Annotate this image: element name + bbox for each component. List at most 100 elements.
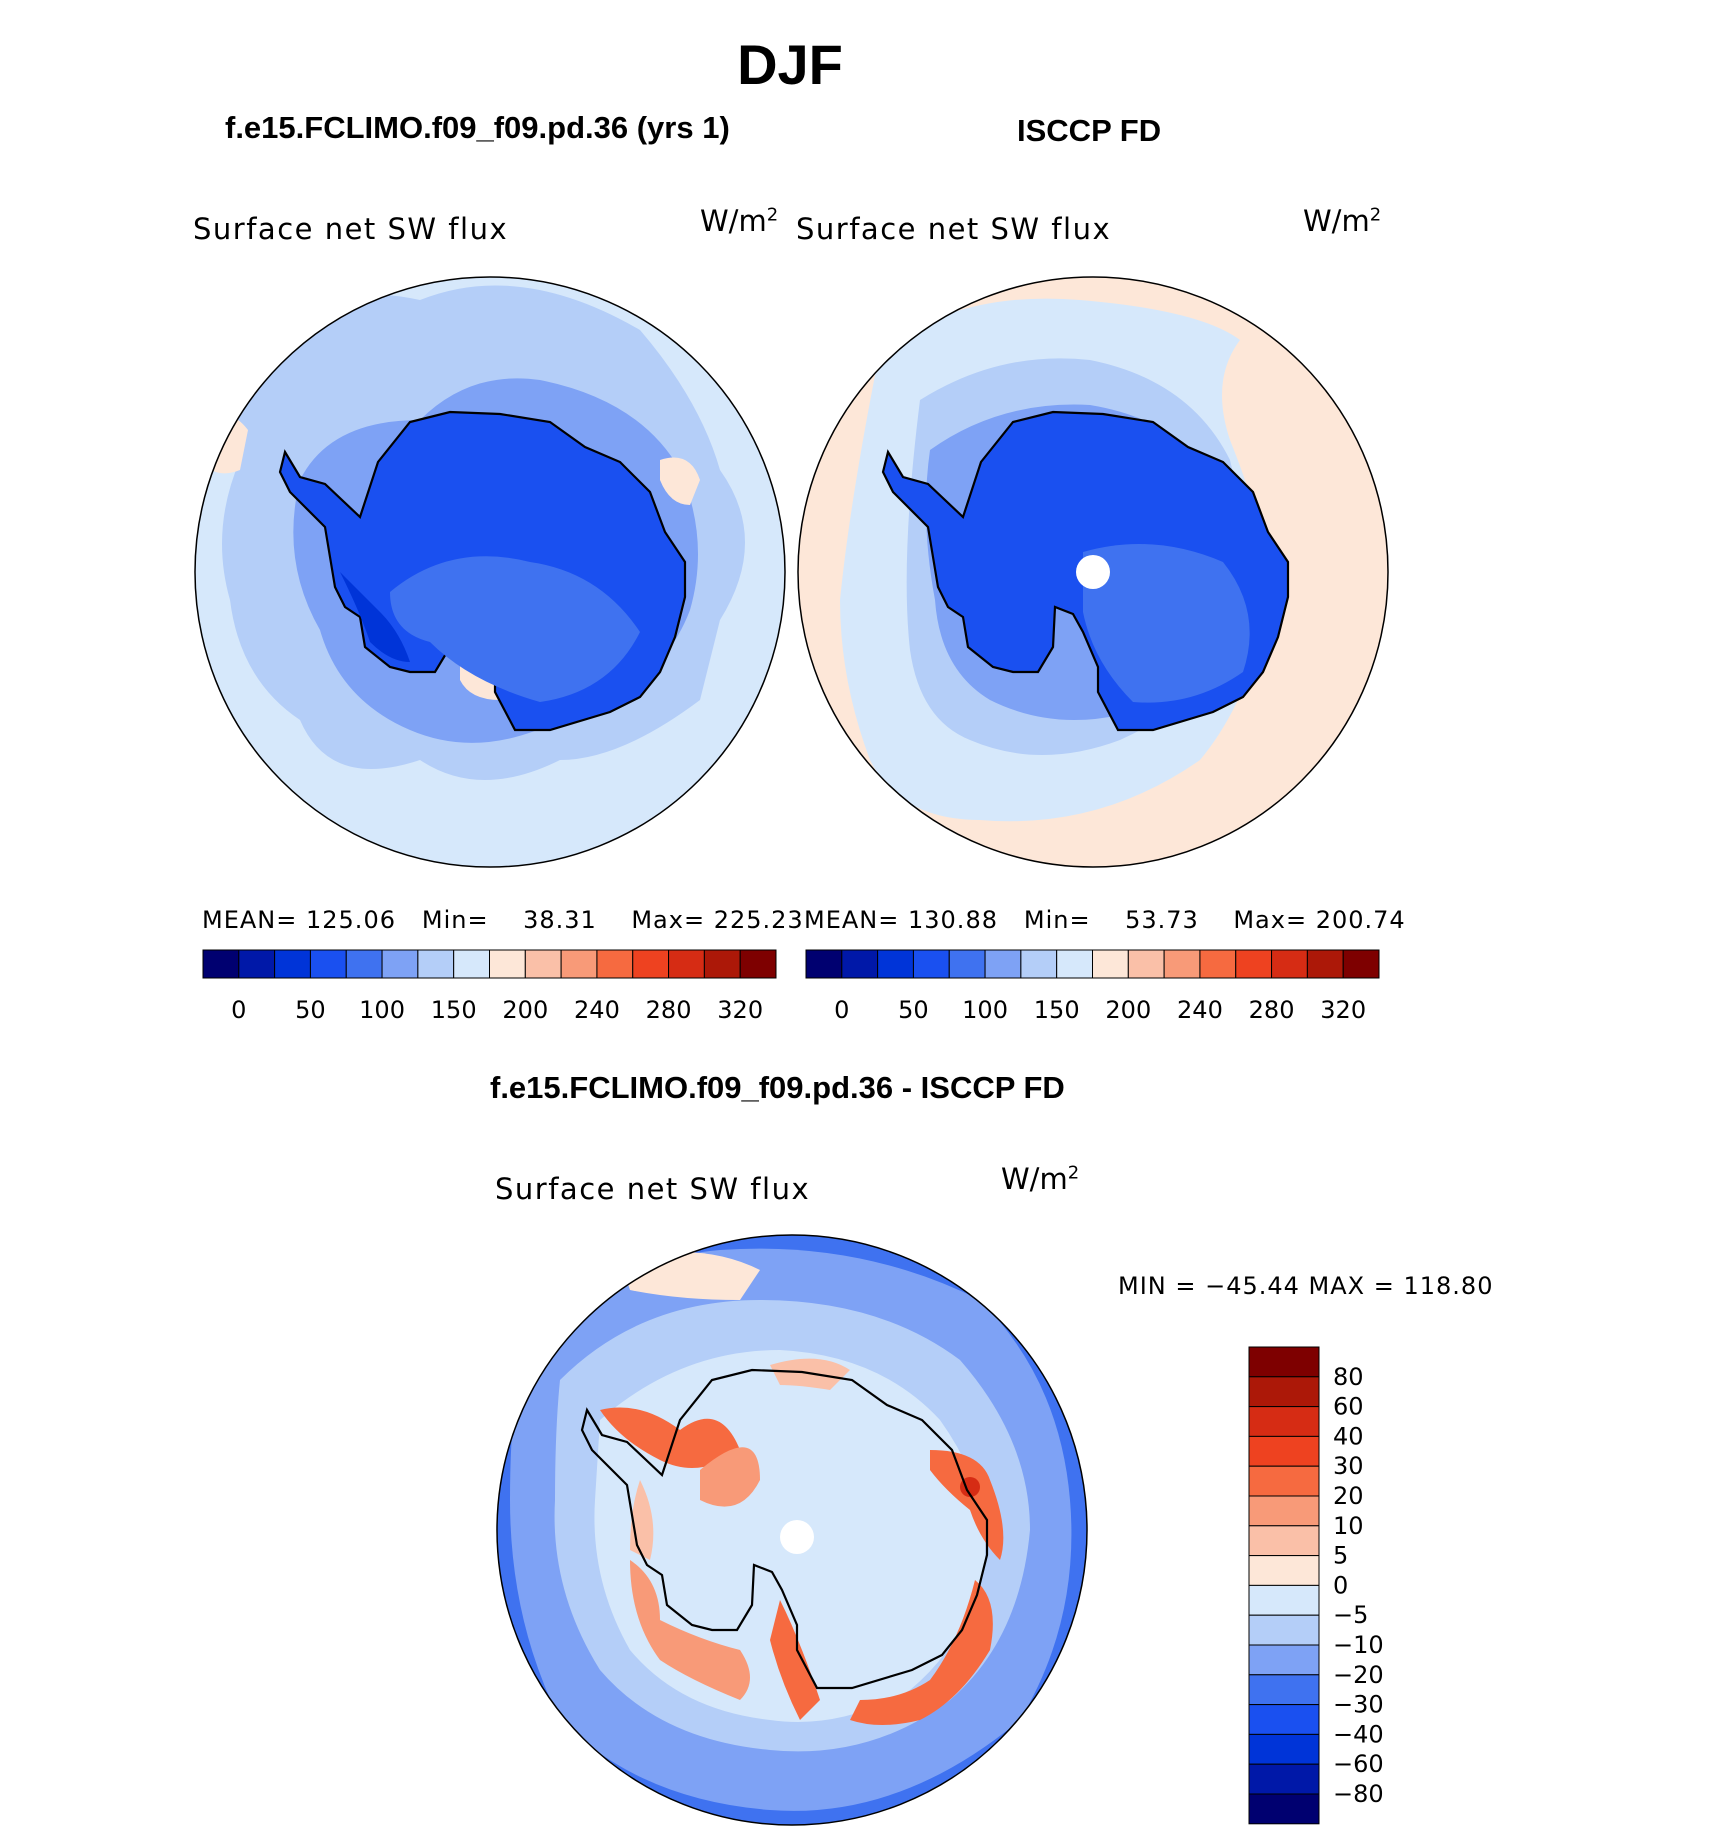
colorbar-swatch — [381, 949, 419, 979]
colorbar-tick-label: 60 — [1333, 1393, 1364, 1421]
colorbar-swatch — [1092, 949, 1129, 979]
colorbar-swatch — [668, 949, 705, 979]
colorbar-swatch — [1248, 1733, 1320, 1765]
colorbar-swatch — [1248, 1793, 1320, 1825]
colorbar-tick-label: 40 — [1333, 1422, 1364, 1450]
panel1-map — [194, 276, 786, 868]
panel3-stats: MIN = −45.44 MAX = 118.80 — [1118, 1272, 1494, 1300]
panel1-antarctica — [278, 410, 687, 732]
panel3-map — [496, 1234, 1088, 1826]
colorbar-tick-label: 10 — [1333, 1512, 1364, 1540]
colorbar-swatch — [1235, 949, 1273, 979]
panel3-positive-anomaly — [600, 1407, 740, 1468]
colorbar-swatch — [632, 949, 670, 979]
min-value: 38.31 — [523, 906, 597, 934]
colorbar-swatch — [1248, 1555, 1320, 1586]
colorbar-swatch — [489, 949, 526, 979]
colorbar-swatch — [1248, 1525, 1320, 1557]
colorbar-tick-label: 240 — [1177, 996, 1223, 1024]
colorbar-tick-label: 20 — [1333, 1482, 1364, 1510]
colorbar-swatch — [202, 949, 240, 979]
colorbar-swatch — [1248, 1763, 1320, 1795]
panel3-positive-anomaly — [930, 1450, 1004, 1560]
colorbar-swatch — [524, 949, 562, 979]
colorbar-swatch — [1248, 1435, 1320, 1467]
max-label: Max= — [1233, 906, 1308, 934]
max-label: Max= — [631, 906, 706, 934]
panel1-variable-label: Surface net SW flux — [193, 212, 509, 246]
colorbar-swatch — [739, 949, 777, 979]
min-label: Min= — [421, 906, 489, 934]
colorbar-swatch — [1248, 1614, 1320, 1646]
colorbar-swatch — [1271, 949, 1308, 979]
panel2-map — [797, 276, 1389, 868]
panel1-units: W/m2 — [700, 204, 779, 238]
mean-value: 125.06 — [306, 906, 396, 934]
colorbar-tick-label: −10 — [1333, 1631, 1384, 1659]
panel3-map-border — [496, 1234, 1088, 1826]
colorbar-tick-label: −20 — [1333, 1661, 1384, 1689]
colorbar-swatch — [1163, 949, 1201, 979]
colorbar-swatch — [805, 949, 843, 979]
colorbar-tick-label: 50 — [898, 996, 929, 1024]
panel3-positive-anomaly — [700, 1447, 760, 1507]
colorbar-tick-label: −40 — [1333, 1720, 1384, 1748]
colorbar-tick-label: 280 — [1249, 996, 1295, 1024]
panel2-variable-label: Surface net SW flux — [796, 212, 1112, 246]
mean-label: MEAN= — [202, 906, 298, 934]
colorbar-swatch — [1248, 1704, 1320, 1735]
panel1-title: f.e15.FCLIMO.f09_f09.pd.36 (yrs 1) — [225, 110, 730, 145]
colorbar-swatch — [841, 949, 879, 979]
colorbar-swatch — [984, 949, 1022, 979]
colorbar-tick-label: 100 — [359, 996, 405, 1024]
colorbar-swatch — [1127, 949, 1165, 979]
colorbar-swatch — [453, 949, 490, 979]
colorbar-tick-label: 0 — [1333, 1571, 1348, 1599]
panel2-pole-hole — [1076, 555, 1110, 589]
colorbar-tick-label: 0 — [231, 996, 246, 1024]
min-value: 53.73 — [1125, 906, 1199, 934]
panel1-map-border — [194, 276, 786, 868]
colorbar-tick-label: 200 — [1105, 996, 1151, 1024]
colorbar-tick-label: 50 — [295, 996, 326, 1024]
colorbar-swatch — [1248, 1495, 1320, 1527]
colorbar-swatch — [1342, 949, 1380, 979]
colorbar-tick-label: 150 — [431, 996, 477, 1024]
colorbar-tick-label: 320 — [717, 996, 763, 1024]
panel3-units: W/m2 — [1001, 1162, 1080, 1196]
colorbar-tick-label: 150 — [1034, 996, 1080, 1024]
panel3-positive-anomaly — [630, 1560, 750, 1700]
colorbar-swatch — [309, 949, 347, 979]
mean-value: 130.88 — [908, 906, 998, 934]
colorbar-swatch — [1248, 1406, 1320, 1437]
colorbar-tick-label: 30 — [1333, 1452, 1364, 1480]
colorbar-swatch — [417, 949, 455, 979]
colorbar-panel2: 0 50 100 150 200 240 280 320 — [805, 949, 1380, 1024]
colorbar-swatch — [1248, 1465, 1320, 1497]
panel2-antarctica — [881, 410, 1290, 732]
max-value: 200.74 — [1315, 906, 1406, 934]
colorbar-swatch — [1199, 949, 1237, 979]
colorbar-swatch — [1248, 1346, 1320, 1378]
colorbar-swatch — [1056, 949, 1093, 979]
panel3-variable-label: Surface net SW flux — [495, 1172, 811, 1206]
colorbar-tick-label: −30 — [1333, 1691, 1384, 1719]
figure-title: DJF — [737, 33, 843, 96]
colorbar-tick-label: 100 — [962, 996, 1008, 1024]
panel2-map-border — [797, 276, 1389, 868]
colorbar-tick-label: 80 — [1333, 1363, 1364, 1391]
colorbar-tick-label: 200 — [502, 996, 548, 1024]
colorbar-swatch — [877, 949, 914, 979]
panel2-title: ISCCP FD — [1017, 113, 1162, 148]
colorbar-swatch — [1248, 1674, 1320, 1706]
colorbar-tick-label: −60 — [1333, 1750, 1384, 1778]
colorbar-swatch — [1248, 1376, 1320, 1408]
panel3-positive-anomaly — [770, 1600, 820, 1720]
panel3-pole-hole — [780, 1520, 814, 1554]
panel2-units: W/m2 — [1303, 204, 1382, 238]
colorbar-swatch — [345, 949, 383, 979]
colorbar-swatch — [1306, 949, 1344, 979]
colorbar-tick-label: 280 — [646, 996, 692, 1024]
min-label: Min= — [1023, 906, 1091, 934]
